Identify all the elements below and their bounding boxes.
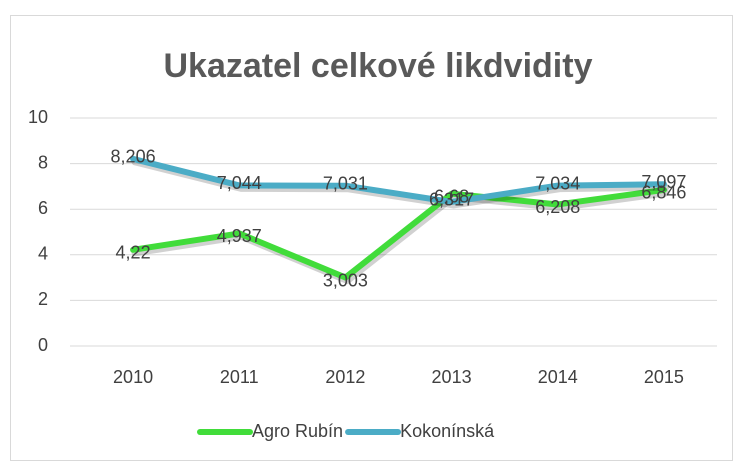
data-label: 7,034 xyxy=(535,173,580,193)
series-line xyxy=(130,155,667,205)
x-tick-label: 2015 xyxy=(644,367,684,387)
y-tick-label: 2 xyxy=(38,289,48,309)
y-tick-label: 0 xyxy=(38,335,48,355)
legend-label: Kokonínská xyxy=(400,421,495,441)
data-label: 4,937 xyxy=(217,226,262,246)
x-tick-label: 2010 xyxy=(113,367,153,387)
x-tick-label: 2013 xyxy=(432,367,472,387)
data-label: 3,003 xyxy=(323,270,368,290)
x-tick-label: 2014 xyxy=(538,367,578,387)
x-tick-label: 2011 xyxy=(220,367,259,387)
data-label: 8,206 xyxy=(111,147,156,167)
y-tick-label: 4 xyxy=(38,244,48,264)
y-tick-label: 6 xyxy=(38,198,48,218)
data-label: 7,031 xyxy=(323,173,368,193)
chart-border xyxy=(10,15,733,461)
data-label: 6,68 xyxy=(434,186,469,206)
data-label: 6,208 xyxy=(535,197,580,217)
chart-title: Ukazatel celkové likdvidity xyxy=(164,47,593,85)
series-line xyxy=(130,186,667,281)
data-label: 4,22 xyxy=(116,243,151,263)
data-label: 7,097 xyxy=(641,172,686,192)
x-tick-label: 2012 xyxy=(325,367,365,387)
data-label: 6,846 xyxy=(641,183,686,203)
data-label: 6,317 xyxy=(429,190,474,210)
legend-label: Agro Rubín xyxy=(252,421,343,441)
y-tick-label: 8 xyxy=(38,152,48,172)
line-shadow xyxy=(131,189,670,285)
data-label: 7,044 xyxy=(217,173,262,193)
y-tick-label: 10 xyxy=(28,107,48,127)
